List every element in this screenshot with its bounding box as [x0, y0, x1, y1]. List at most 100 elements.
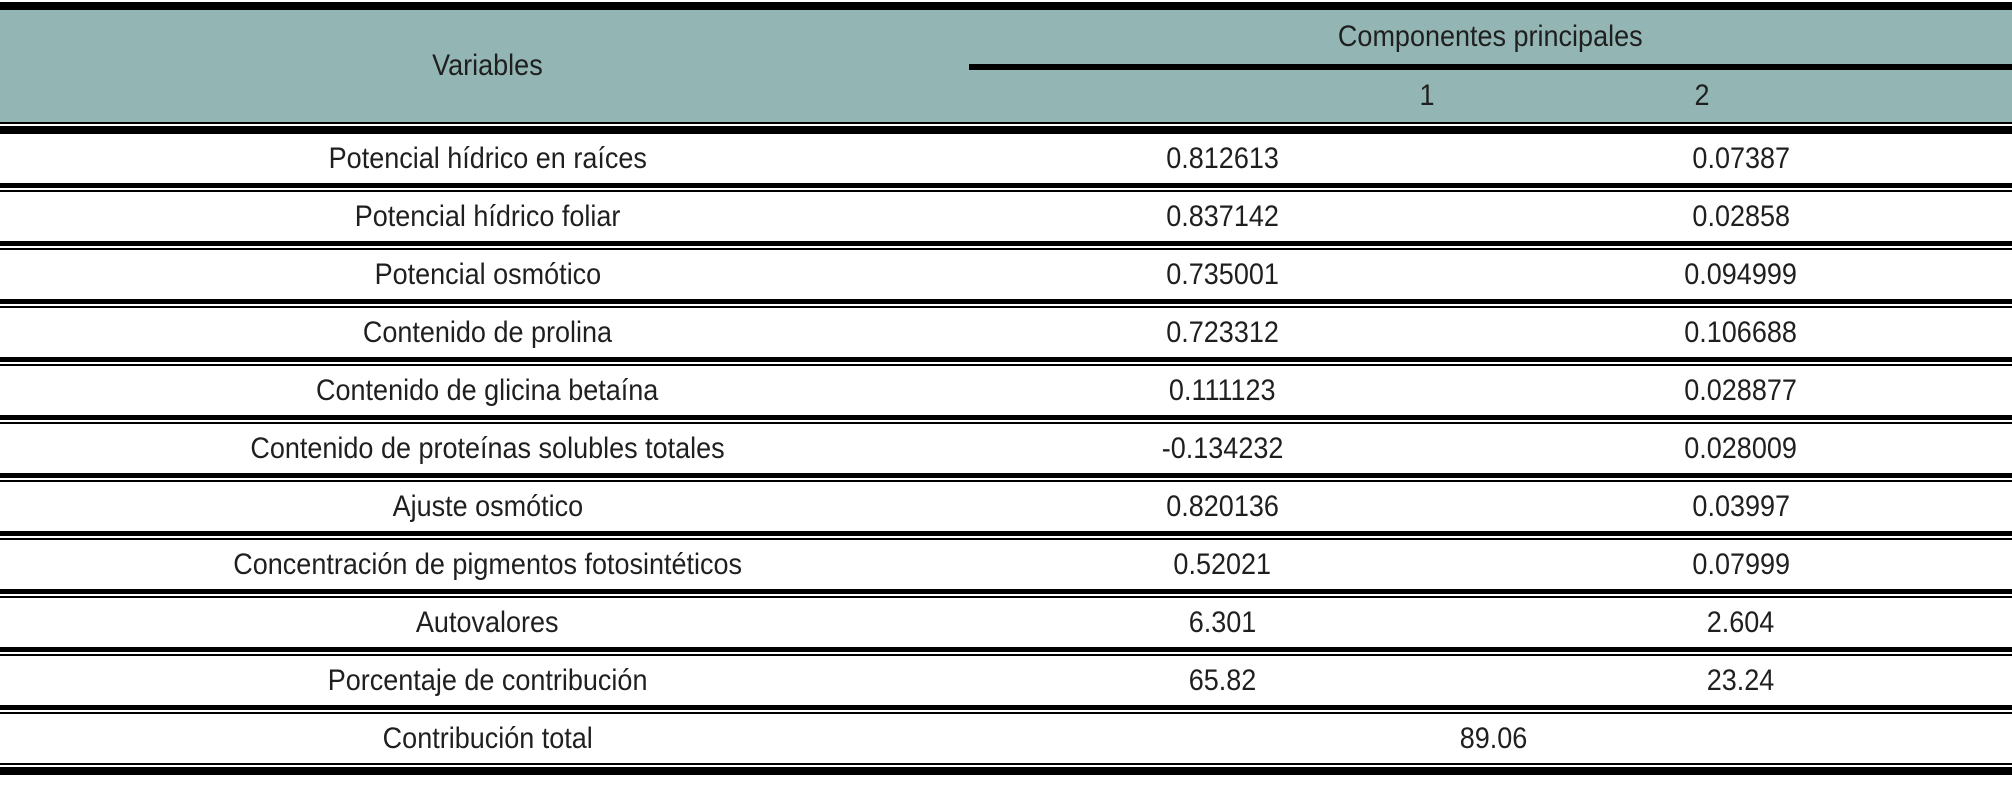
component-2-value-cell: 0.028877: [1470, 366, 2012, 415]
table-row: Potencial osmótico 0.735001 0.094999: [0, 250, 2012, 299]
row-separator: [0, 647, 2012, 656]
row-separator: [0, 241, 2012, 250]
row-separator: [0, 589, 2012, 598]
total-row-label: Contribución total: [382, 721, 593, 755]
total-row-value: 89.06: [1459, 721, 1528, 755]
row-label: Contenido de prolina: [0, 308, 975, 357]
table-row: Ajuste osmótico 0.820136 0.03997: [0, 482, 2012, 531]
table-row: Contenido de proteínas solubles totales -…: [0, 424, 2012, 473]
row-label: Potencial hídrico foliar: [0, 192, 975, 241]
component-1-value: 65.82: [1188, 663, 1257, 697]
component-1-value: 0.812613: [1166, 141, 1279, 175]
header-cell-variables: Variables: [0, 10, 975, 122]
variable-name: Ajuste osmótico: [392, 489, 583, 523]
component-2-value: 0.028877: [1684, 373, 1798, 407]
component-1-value-cell: 0.812613: [975, 134, 1470, 183]
row-label-cell: Contribución total: [0, 714, 975, 763]
component-2-value: 0.02858: [1692, 199, 1790, 233]
component-1-value: 6.301: [1188, 605, 1257, 639]
component-2-value-cell: 0.07999: [1470, 540, 2012, 589]
component-1-value-cell: 0.837142: [975, 192, 1470, 241]
table-row: Contenido de prolina 0.723312 0.106688: [0, 308, 2012, 357]
component-2-value-cell: 0.02858: [1470, 192, 2012, 241]
component-2-value-cell: 0.094999: [1470, 250, 2012, 299]
row-label: Ajuste osmótico: [0, 482, 975, 531]
component-1-value: -0.134232: [1161, 431, 1284, 465]
table-body: Potencial hídrico en raíces 0.812613 0.073…: [0, 134, 2012, 705]
component-1-value-cell: 0.111123: [975, 366, 1470, 415]
component-1-value-cell: 0.723312: [975, 308, 1470, 357]
components-header-label: Componentes principales: [1338, 20, 1643, 53]
variable-name: Concentración de pigmentos fotosintético…: [233, 547, 742, 581]
component-2-value: 0.028009: [1684, 431, 1798, 465]
row-label: Contenido de glicina betaína: [0, 366, 975, 415]
variables-header-label: Variables: [432, 49, 543, 82]
variable-name: Contenido de proteínas solubles totales: [250, 431, 725, 465]
row-separator: [0, 299, 2012, 308]
table-header: Variables Componentes principales 1 2: [0, 10, 2012, 122]
component-1-value: 0.735001: [1166, 257, 1279, 291]
table-row: Autovalores 6.301 2.604: [0, 598, 2012, 647]
component-2-value-cell: 0.03997: [1470, 482, 2012, 531]
row-separator: [0, 531, 2012, 540]
row-separator: [0, 473, 2012, 482]
header-cell-component-2: 2: [1694, 70, 1711, 122]
row-separator: [0, 705, 2012, 714]
variable-name: Contenido de glicina betaína: [316, 373, 659, 407]
component-2-value: 0.07999: [1692, 547, 1790, 581]
table-row: Concentración de pigmentos fotosintético…: [0, 540, 2012, 589]
header-bottom-rule: [0, 122, 2012, 134]
component-1-value-cell: 0.52021: [975, 540, 1470, 589]
row-separator: [0, 357, 2012, 366]
variable-name: Contenido de prolina: [362, 315, 613, 349]
component-1-value-cell: 65.82: [975, 656, 1470, 705]
components-underline-rule: [968, 64, 2012, 70]
table-row: Porcentaje de contribución 65.82 23.24: [0, 656, 2012, 705]
component-1-value-cell: 0.735001: [975, 250, 1470, 299]
table-top-rule: [0, 2, 2012, 10]
row-separator: [0, 415, 2012, 424]
component-1-value: 0.52021: [1173, 547, 1272, 581]
component-2-value: 0.106688: [1684, 315, 1798, 349]
component-1-value-cell: 0.820136: [975, 482, 1470, 531]
component-2-value-cell: 0.028009: [1470, 424, 2012, 473]
component-2-value-cell: 0.07387: [1470, 134, 2012, 183]
table-row: Potencial hídrico en raíces 0.812613 0.073…: [0, 134, 2012, 183]
variable-name: Potencial hídrico en raíces: [328, 141, 647, 175]
row-label: Concentración de pigmentos fotosintético…: [0, 540, 975, 589]
variable-name: Porcentaje de contribución: [327, 663, 648, 697]
header-cell-components: Componentes principales: [969, 10, 2012, 64]
total-value-cell: 89.06: [975, 714, 2012, 763]
component-2-value: 2.604: [1707, 605, 1775, 639]
component-2-value: 0.03997: [1692, 489, 1790, 523]
component-1-value-cell: 6.301: [975, 598, 1470, 647]
component-2-value-cell: 23.24: [1470, 656, 2012, 705]
component-2-label: 2: [1694, 79, 1710, 112]
component-1-label: 1: [1418, 79, 1435, 112]
component-1-value: 0.111123: [1169, 373, 1276, 407]
component-2-value: 0.07387: [1692, 141, 1790, 175]
row-label: Potencial osmótico: [0, 250, 975, 299]
component-2-value: 0.094999: [1684, 257, 1798, 291]
row-label: Porcentaje de contribución: [0, 656, 975, 705]
variable-name: Potencial osmótico: [374, 257, 601, 291]
component-2-value: 23.24: [1707, 663, 1775, 697]
component-1-value: 0.820136: [1166, 489, 1279, 523]
component-1-value-cell: -0.134232: [975, 424, 1470, 473]
component-2-value-cell: 0.106688: [1470, 308, 2012, 357]
variable-name: Potencial hídrico foliar: [354, 199, 621, 233]
row-label: Contenido de proteínas solubles totales: [0, 424, 975, 473]
variable-name: Autovalores: [416, 605, 559, 639]
component-1-value: 0.723312: [1166, 315, 1279, 349]
row-separator: [0, 183, 2012, 192]
table-bottom-rule: [0, 763, 2012, 776]
component-2-value-cell: 2.604: [1470, 598, 2012, 647]
header-cell-component-1: 1: [1418, 70, 1435, 122]
row-label: Autovalores: [0, 598, 975, 647]
table-row: Potencial hídrico foliar 0.837142 0.02858: [0, 192, 2012, 241]
table-row: Contenido de glicina betaína 0.111123 0.02…: [0, 366, 2012, 415]
table-row-total: Contribución total 89.06: [0, 714, 2012, 763]
row-label: Potencial hídrico en raíces: [0, 134, 975, 183]
component-1-value: 0.837142: [1166, 199, 1279, 233]
